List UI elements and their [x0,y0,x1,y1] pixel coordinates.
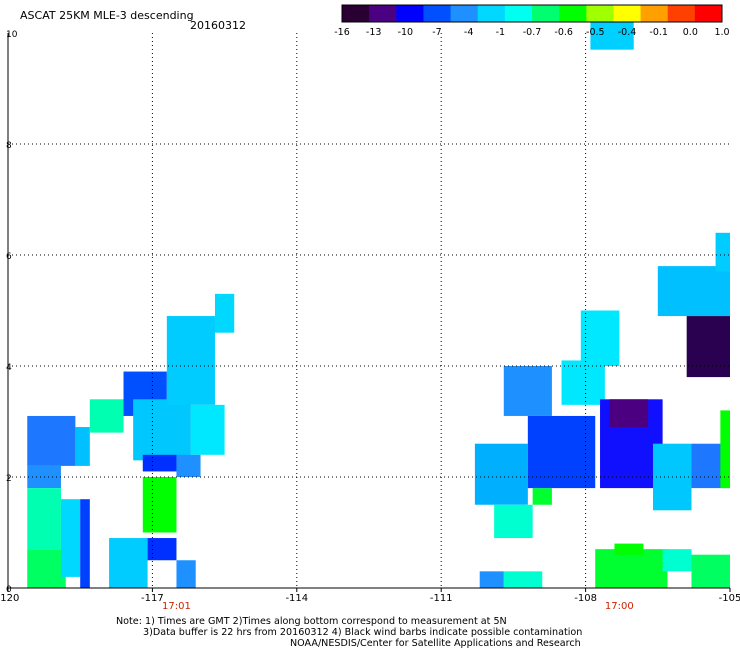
x-tick-label: -111 [430,593,453,604]
grid-lines [8,33,730,588]
data-cells [27,16,730,588]
chart-title: ASCAT 25KM MLE-3 descending [20,9,194,22]
data-cell [503,571,543,588]
colorbar-swatch [423,5,452,22]
colorbar-swatch [586,5,614,22]
data-cell [580,310,620,366]
y-tick-label: 2 [6,474,12,484]
colorbar-swatch [532,5,560,22]
colorbar-tick-label: -0.4 [618,27,637,38]
data-cell [133,399,191,461]
data-cell [474,443,528,505]
data-cell [109,538,148,588]
y-tick-label: 6 [6,252,12,262]
data-cell [614,543,644,555]
colorbar-tick-label: -13 [366,27,382,38]
chart-date: 20160312 [190,19,246,32]
data-cell [595,549,668,588]
data-cell [80,499,90,588]
x-tick-label: -105 [719,593,740,604]
data-cell [214,293,235,333]
data-cell [142,477,177,533]
data-cell [147,538,177,561]
x-tick-label: -108 [574,593,597,604]
colorbar-tick-label: -1 [496,27,505,38]
colorbar-swatch [477,5,506,22]
data-cell [662,549,692,572]
colorbar-swatch [613,5,642,22]
data-cell [503,366,552,416]
colorbar-tick-label: -7 [432,27,441,38]
data-cell [657,266,730,317]
data-cell [720,410,730,489]
data-cell [479,571,504,588]
colorbar-frame [341,4,723,23]
colorbar-swatch [369,5,397,22]
data-cell [527,415,596,489]
colorbar-tick-label: -4 [464,27,473,38]
colorbar-tick-label: 1.0 [714,27,729,38]
note-line-1: Note: 1) Times are GMT 2)Times along bot… [116,616,507,627]
colorbar-tick-label: 0.0 [683,27,698,38]
data-cell [89,399,124,433]
data-cell [60,499,81,577]
colorbar-swatch [396,5,424,22]
data-cell [27,549,66,588]
y-tick-label: 4 [6,363,12,373]
note-line-2: 3)Data buffer is 22 hrs from 20160312 4)… [143,627,583,638]
colorbar-tick-label: -10 [398,27,414,38]
note-line-3: NOAA/NESDIS/Center for Satellite Applica… [290,638,581,649]
x-tick-label: -114 [285,593,308,604]
colorbar-tick-label: -16 [334,27,350,38]
data-cell [166,316,215,405]
colorbar-swatch [694,5,723,22]
colorbar-swatch [450,5,479,22]
time-label: 17:01 [162,601,191,612]
colorbar-tick-label: -0.1 [649,27,668,38]
colorbar-swatch [667,5,696,22]
data-cell [494,504,533,539]
data-cell [142,454,177,472]
colorbar-swatch [640,5,669,22]
y-tick-label: 0 [6,585,12,595]
colorbar-swatch [342,5,370,22]
data-cell [609,399,649,428]
colorbar-tick-label: -0.7 [523,27,542,38]
data-cell [561,360,605,405]
colorbar-swatch [504,5,533,22]
x-tick-label: -120 [0,593,19,604]
y-tick-label: 8 [6,141,12,151]
colorbar: -16 -13 -10 -7 -4 -1 -0.7 -0.6 -0.5 -0.4 -0.1 0.0 1.… [334,4,730,38]
data-cell [27,415,76,466]
data-cell [686,316,730,378]
data-cell [691,554,730,588]
data-cell [176,560,196,588]
data-cell [532,488,552,505]
axes: -120 -117 -114 -111 -108 -105 0 2 4 6 8 10 17:01 17:0… [0,30,740,612]
x-tick-label: -117 [141,593,164,604]
data-cell [176,454,201,477]
y-tick-label: 10 [6,30,18,40]
colorbar-swatch [559,5,587,22]
colorbar-tick-label: -0.5 [586,27,605,38]
data-cell [190,404,225,455]
colorbar-tick-label: -0.6 [554,27,573,38]
time-label: 17:00 [605,601,634,612]
data-cell [75,427,90,466]
data-cell [27,488,61,550]
data-cell [715,232,730,272]
